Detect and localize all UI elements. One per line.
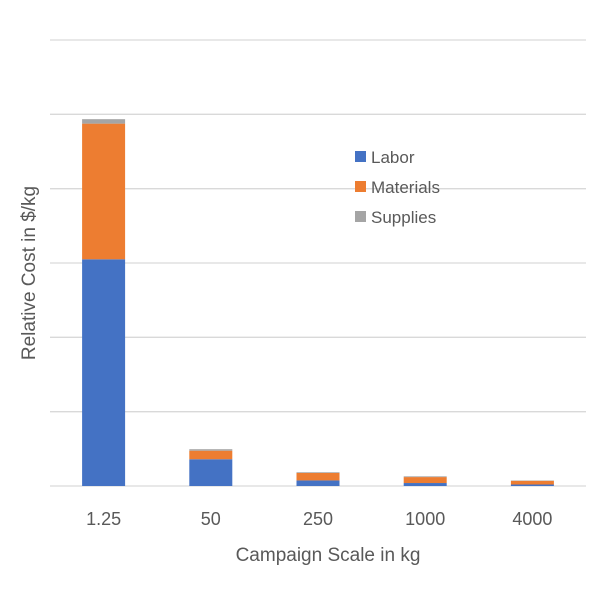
x-tick-label: 250: [303, 509, 333, 529]
bar-segment-supplies-1000: [403, 476, 447, 478]
bar-segment-materials-50: [189, 450, 233, 460]
x-axis-title: Campaign Scale in kg: [236, 545, 421, 566]
bar-segment-labor-50: [189, 459, 233, 486]
bar-segment-materials-250: [296, 472, 340, 481]
legend-label-supplies: Supplies: [371, 208, 436, 227]
legend-label-labor: Labor: [371, 148, 415, 167]
bar-segment-labor-1.25: [82, 259, 126, 486]
x-tick-label: 4000: [512, 509, 552, 529]
y-axis-title: Relative Cost in $/kg: [19, 186, 40, 360]
bar-segment-labor-250: [296, 480, 340, 486]
x-tick-label: 50: [201, 509, 221, 529]
legend-swatch-labor: [355, 151, 366, 162]
x-tick-label: 1000: [405, 509, 445, 529]
bar-segment-supplies-250: [296, 472, 340, 473]
x-tick-labels: 1.25 50 250 1000 4000: [86, 509, 552, 529]
legend: Labor Materials Supplies: [355, 148, 440, 227]
legend-label-materials: Materials: [371, 178, 440, 197]
x-tick-label: 1.25: [86, 509, 121, 529]
bar-segment-supplies-50: [189, 449, 233, 451]
bar-segment-materials-4000: [510, 480, 554, 485]
bar-segment-labor-4000: [510, 484, 554, 486]
bars: [82, 119, 554, 486]
bar-segment-supplies-1.25: [82, 119, 126, 124]
legend-swatch-materials: [355, 181, 366, 192]
bar-segment-materials-1000: [403, 477, 447, 484]
bar-segment-materials-1.25: [82, 123, 126, 260]
legend-swatch-supplies: [355, 211, 366, 222]
bar-segment-labor-1000: [403, 483, 447, 486]
gridlines: [50, 39, 586, 487]
